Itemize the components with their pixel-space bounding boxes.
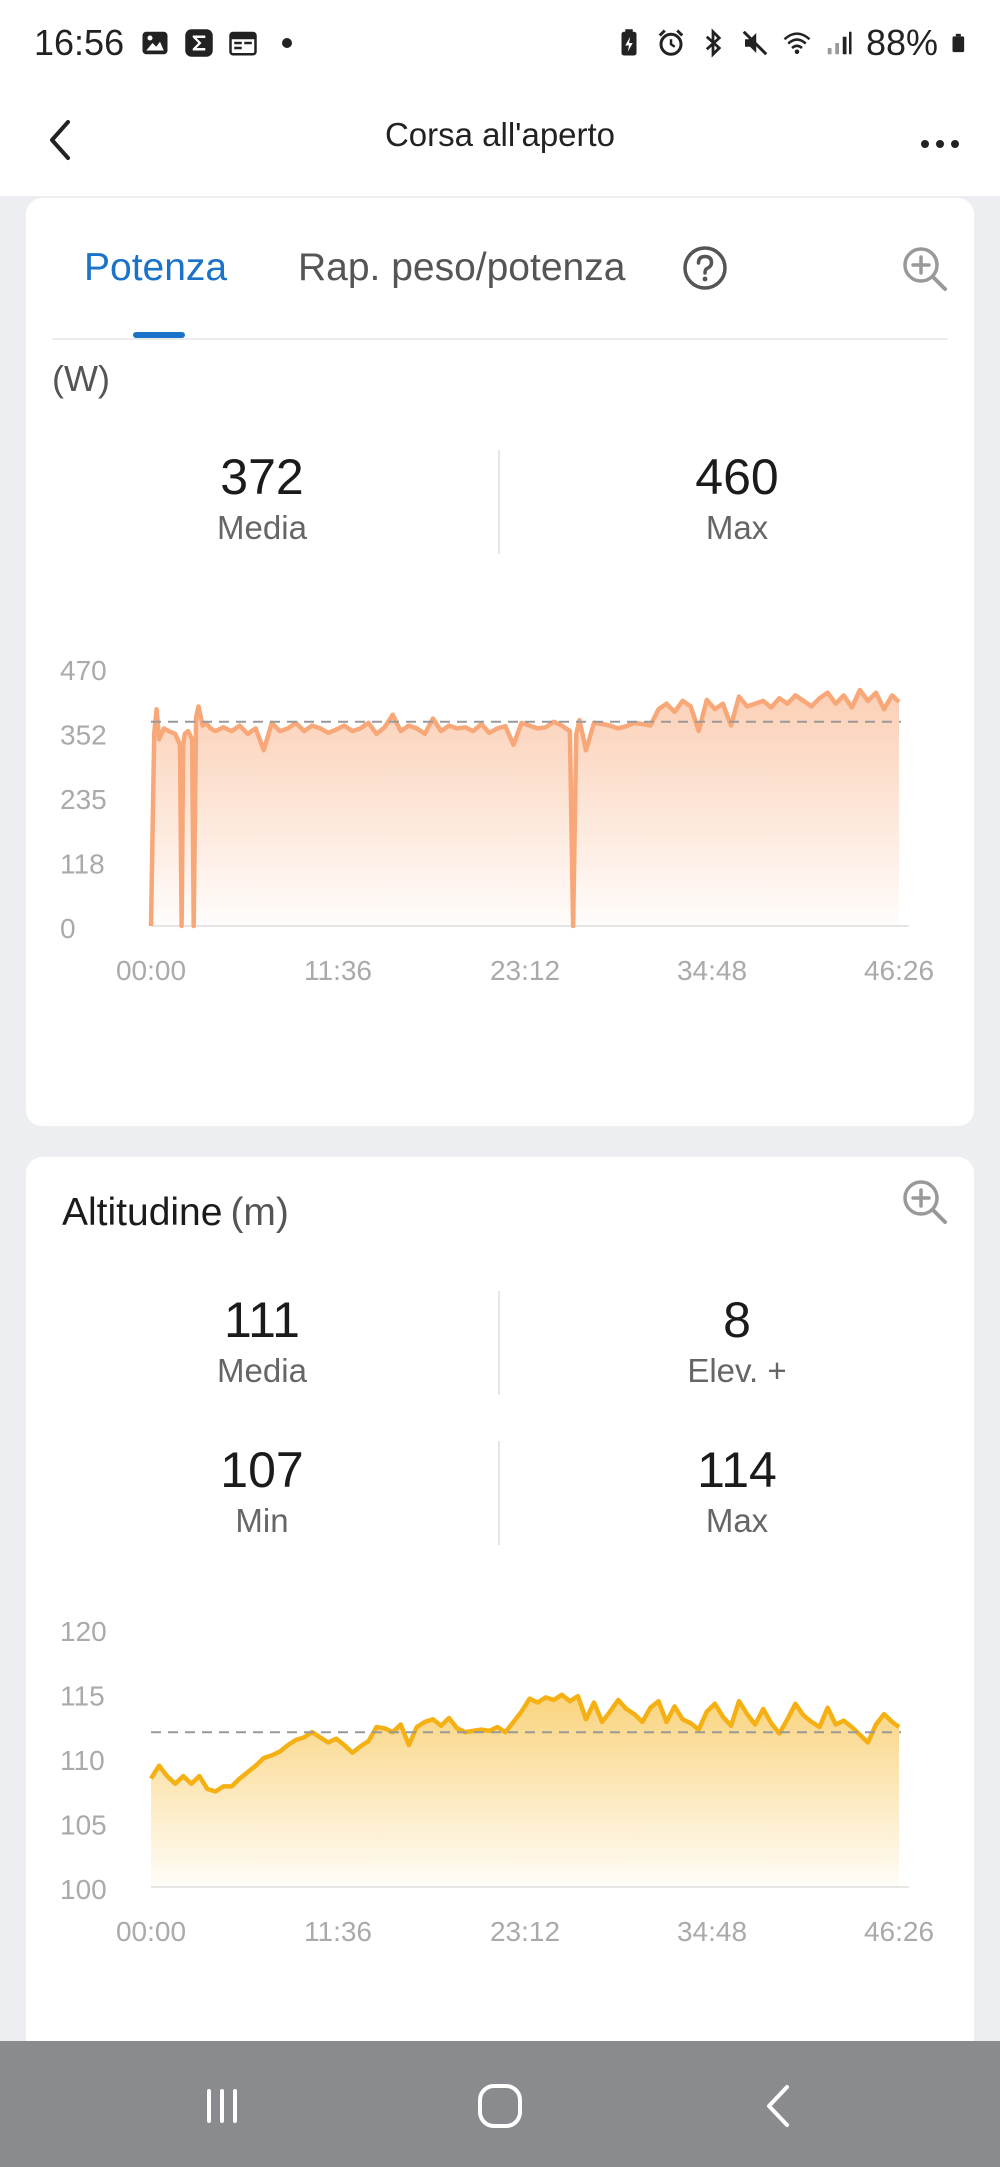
stat-value: 107	[220, 1442, 304, 1498]
x-tick-label: 34:48	[677, 1916, 747, 1947]
power-unit-label: (W)	[52, 358, 110, 399]
altitude-stat-elevation: 8 Elev. +	[537, 1293, 937, 1390]
x-tick-label: 00:00	[116, 1916, 186, 1947]
alarm-icon	[658, 29, 684, 56]
stat-value: 460	[695, 449, 779, 505]
altitude-chart: 100 105 110 115 120 00:00 11:36 23:12 34:48 46:26	[60, 1616, 934, 1947]
power-chart: 0 118 235 352 470 00:00 11:36 23:12 34:48 46:26	[60, 655, 934, 986]
stat-value: 372	[220, 449, 304, 505]
stat-label: Max	[705, 1502, 769, 1539]
stat-value: 111	[223, 1292, 300, 1348]
zoom-in-icon[interactable]	[900, 1177, 950, 1227]
stat-label: Min	[235, 1502, 289, 1539]
y-tick-label: 235	[60, 784, 107, 815]
tab-potenza[interactable]: Potenza	[84, 246, 228, 289]
signal-icon	[827, 31, 852, 55]
y-tick-label: 105	[60, 1810, 107, 1841]
x-tick-label: 11:36	[304, 1916, 372, 1947]
status-left-icons	[140, 28, 292, 58]
app-header: Corsa all'aperto	[0, 88, 1000, 196]
page-title: Corsa all'aperto	[384, 116, 616, 153]
series-line	[148, 687, 901, 929]
stat-label: Max	[705, 509, 769, 546]
stat-divider	[498, 1441, 500, 1545]
system-nav-bar	[0, 2041, 1000, 2167]
bluetooth-icon	[705, 28, 722, 58]
y-tick-label: 100	[60, 1874, 107, 1905]
more-options-button[interactable]	[910, 114, 970, 174]
y-tick-label: 120	[60, 1616, 107, 1647]
y-tick-label: 470	[60, 655, 107, 686]
power-stat-media: 372 Media	[62, 450, 462, 547]
x-tick-label: 11:36	[304, 955, 372, 986]
altitude-title: Altitudine (m)	[62, 1191, 289, 1235]
home-icon[interactable]	[465, 2071, 535, 2141]
recent-apps-icon[interactable]	[187, 2071, 257, 2141]
status-right-icons: 88%	[614, 22, 970, 64]
y-tick-label: 0	[60, 913, 76, 944]
stat-label: Elev. +	[687, 1352, 787, 1389]
altitude-stat-media: 111 Media	[62, 1293, 462, 1390]
battery-percentage: 88%	[865, 22, 938, 63]
stat-divider	[498, 1291, 500, 1395]
back-nav-icon[interactable]	[745, 2071, 815, 2141]
y-tick-label: 110	[60, 1745, 105, 1776]
altitude-stat-max: 114 Max	[537, 1443, 937, 1540]
stat-divider	[498, 450, 500, 554]
x-tick-label: 46:26	[864, 1916, 934, 1947]
x-tick-label: 46:26	[864, 955, 934, 986]
power-tabs: Potenza Rap. peso/potenza	[52, 198, 948, 340]
more-dot	[951, 140, 959, 148]
area-fill	[151, 690, 899, 926]
help-icon[interactable]	[681, 244, 729, 292]
wifi-icon	[783, 32, 811, 54]
altitude-unit: (m)	[230, 1191, 289, 1234]
y-tick-label: 118	[60, 849, 105, 880]
status-time: 16:56	[34, 22, 125, 63]
stat-label: Media	[217, 1352, 307, 1389]
mute-icon	[742, 30, 768, 56]
y-tick-label: 115	[60, 1681, 105, 1712]
x-tick-label: 00:00	[116, 955, 186, 986]
x-tick-label: 23:12	[490, 1916, 560, 1947]
back-arrow-icon[interactable]	[30, 110, 90, 170]
notification-dot	[282, 38, 292, 48]
calendar-icon	[229, 31, 257, 56]
x-tick-label: 34:48	[677, 955, 747, 986]
power-card: Potenza Rap. peso/potenza (W) 372 Media …	[26, 198, 974, 1126]
more-dots-icon	[921, 140, 929, 148]
altitude-card: Altitudine (m) 111 Media 8 Elev. + 107 Mi…	[26, 1157, 974, 2167]
tab-peso-potenza[interactable]: Rap. peso/potenza	[298, 246, 626, 289]
series-line	[149, 1692, 901, 1794]
stat-value: 114	[697, 1442, 777, 1498]
x-tick-label: 23:12	[490, 955, 560, 986]
y-tick-label: 352	[60, 720, 107, 751]
stat-label: Media	[217, 509, 307, 546]
sigma-app-icon	[185, 29, 213, 57]
status-bar: 16:56 88%	[0, 0, 1000, 88]
battery-icon	[952, 33, 965, 53]
battery-saver-icon	[621, 29, 637, 56]
active-tab-indicator	[133, 332, 185, 338]
altitude-title-text: Altitudine	[62, 1191, 223, 1234]
zoom-in-icon[interactable]	[900, 244, 950, 294]
altitude-stat-min: 107 Min	[62, 1443, 462, 1540]
stat-value: 8	[723, 1292, 751, 1348]
more-dot	[936, 140, 944, 148]
power-stat-max: 460 Max	[537, 450, 937, 547]
gallery-icon	[142, 31, 168, 55]
